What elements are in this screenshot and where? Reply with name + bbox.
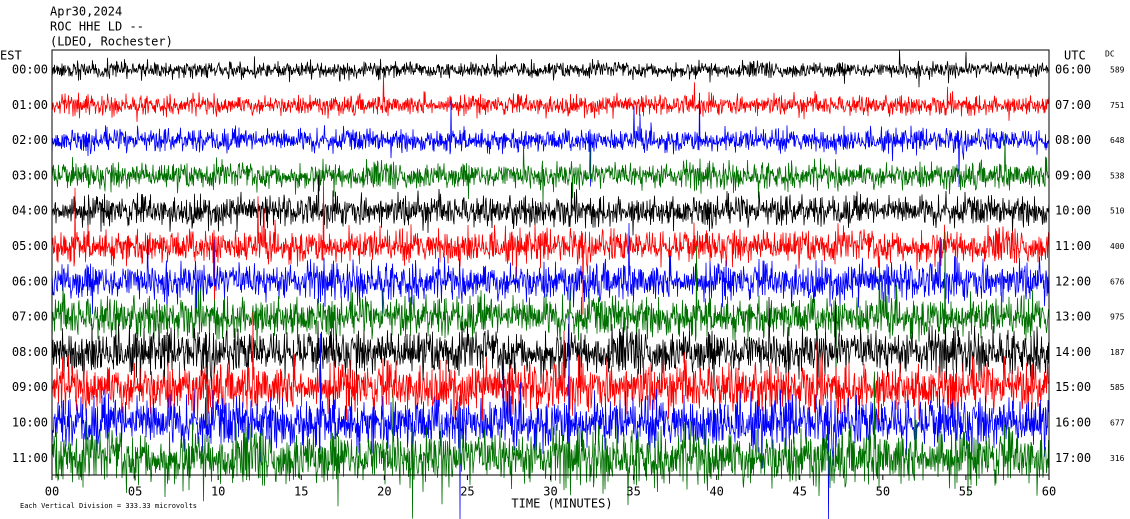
row-label-utc: 15:00	[1055, 380, 1091, 394]
x-tick-label: 00	[45, 485, 59, 499]
row-label-est: 09:00	[12, 380, 48, 394]
trace	[52, 315, 1049, 519]
row-label-utc: 07:00	[1055, 98, 1091, 112]
row-label-est: 10:00	[12, 416, 48, 430]
x-tick-label: 20	[377, 485, 391, 499]
row-label-est: 02:00	[12, 133, 48, 147]
row-label-utc: 12:00	[1055, 274, 1091, 288]
dc-value: 510	[1110, 207, 1125, 216]
row-label-est: 05:00	[12, 239, 48, 253]
footnote: Each Vertical Division = 333.33 microvol…	[20, 502, 197, 510]
trace	[52, 50, 1049, 88]
x-tick-label: 30	[543, 485, 557, 499]
row-label-est: 06:00	[12, 274, 48, 288]
x-tick-label: 15	[294, 485, 308, 499]
trace	[52, 223, 1049, 323]
row-label-est: 03:00	[12, 168, 48, 182]
trace	[52, 176, 1049, 315]
right-axis-label: UTC	[1064, 49, 1086, 63]
row-label-utc: 17:00	[1055, 451, 1091, 465]
dc-label: DC	[1105, 50, 1115, 59]
x-tick-label: 10	[211, 485, 225, 499]
dc-value: 677	[1110, 419, 1125, 428]
x-tick-label: 05	[128, 485, 142, 499]
row-label-est: 11:00	[12, 451, 48, 465]
dc-value: 316	[1110, 454, 1125, 463]
trace	[52, 92, 1049, 188]
dc-value: 538	[1110, 171, 1125, 180]
left-axis-label: EST	[0, 49, 22, 63]
row-label-est: 07:00	[12, 310, 48, 324]
row-label-est: 01:00	[12, 98, 48, 112]
trace	[52, 296, 1049, 443]
x-tick-label: 60	[1042, 485, 1056, 499]
header-line: Apr30,2024	[50, 5, 122, 19]
row-label-est: 04:00	[12, 204, 48, 218]
row-label-utc: 09:00	[1055, 168, 1091, 182]
trace	[52, 134, 1049, 205]
x-tick-label: 25	[460, 485, 474, 499]
row-label-utc: 13:00	[1055, 310, 1091, 324]
dc-value: 400	[1110, 242, 1125, 251]
trace	[52, 371, 1049, 519]
x-tick-label: 35	[626, 485, 640, 499]
x-tick-label: 50	[876, 485, 890, 499]
trace	[52, 175, 1049, 236]
row-label-utc: 08:00	[1055, 133, 1091, 147]
x-tick-label: 45	[793, 485, 807, 499]
header-line: ROC HHE LD --	[50, 20, 144, 34]
dc-value: 589	[1110, 66, 1125, 75]
row-label-utc: 10:00	[1055, 204, 1091, 218]
dc-value: 676	[1110, 277, 1125, 286]
dc-value: 187	[1110, 348, 1125, 357]
x-tick-label: 40	[709, 485, 723, 499]
row-label-est: 00:00	[12, 63, 48, 77]
trace	[52, 312, 1049, 427]
x-axis-label: TIME (MINUTES)	[511, 497, 612, 511]
dc-value: 751	[1110, 101, 1125, 110]
dc-value: 585	[1110, 383, 1125, 392]
row-label-est: 08:00	[12, 345, 48, 359]
dc-value: 975	[1110, 313, 1125, 322]
plot-frame	[51, 49, 1050, 476]
row-label-utc: 11:00	[1055, 239, 1091, 253]
trace	[52, 74, 1049, 122]
dc-value: 648	[1110, 136, 1125, 145]
traces	[52, 50, 1049, 519]
trace	[52, 231, 1049, 399]
header-line: (LDEO, Rochester)	[50, 35, 173, 49]
row-label-utc: 06:00	[1055, 63, 1091, 77]
row-label-utc: 16:00	[1055, 416, 1091, 430]
row-label-utc: 14:00	[1055, 345, 1091, 359]
x-tick-label: 55	[959, 485, 973, 499]
